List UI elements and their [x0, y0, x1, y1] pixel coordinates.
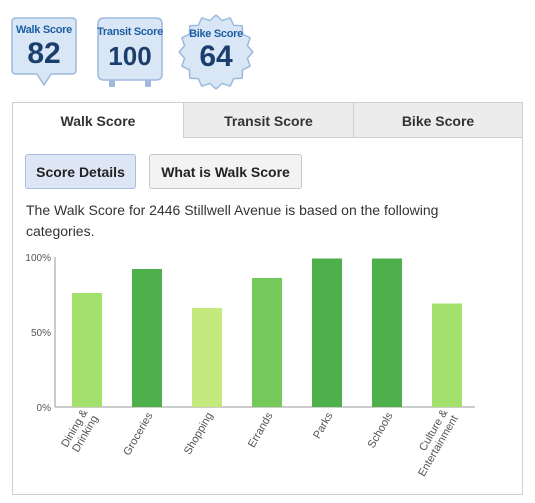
- tab-bike-score[interactable]: Bike Score: [353, 103, 522, 138]
- y-tick-label: 50%: [31, 328, 51, 339]
- walk-score-value: 82: [27, 37, 61, 70]
- tab-walk-score[interactable]: Walk Score: [13, 103, 183, 138]
- walk-score-badge: Walk Score 82: [11, 17, 77, 89]
- bike-score-badge: Bike Score 64: [178, 14, 254, 90]
- what-is-walk-score-button[interactable]: What is Walk Score: [149, 154, 302, 189]
- score-details-button[interactable]: Score Details: [25, 154, 136, 189]
- bar-parks[interactable]: [312, 258, 342, 408]
- transit-score-value: 100: [108, 41, 152, 71]
- y-tick-label: 0%: [37, 403, 52, 414]
- walk-score-label: Walk Score: [16, 24, 72, 36]
- transit-score-badge: Transit Score 100: [97, 17, 163, 89]
- x-tick-label: Culture &Entertainment: [406, 407, 461, 479]
- x-tick-label: Parks: [311, 410, 336, 441]
- tab-bar: Walk Score Transit Score Bike Score: [13, 103, 522, 139]
- bar-schools[interactable]: [372, 258, 402, 408]
- bar-dining-drinking[interactable]: [72, 293, 102, 407]
- score-badges: Walk Score 82 Transit Score 100 Bike Sco…: [0, 0, 535, 95]
- bar-errands[interactable]: [252, 278, 282, 407]
- transit-score-label: Transit Score: [97, 26, 163, 38]
- bar-groceries[interactable]: [132, 269, 162, 407]
- bar-shopping[interactable]: [192, 308, 222, 407]
- x-tick-label: Dining &Drinking: [59, 407, 101, 456]
- bike-score-value: 64: [199, 40, 233, 73]
- tab-transit-score[interactable]: Transit Score: [183, 103, 353, 138]
- x-tick-label: Schools: [366, 410, 396, 450]
- x-tick-label: Errands: [246, 410, 276, 450]
- speech-bubble-icon: [11, 17, 77, 87]
- transit-sign-icon: [97, 17, 163, 87]
- y-tick-label: 100%: [25, 253, 51, 264]
- category-bar-chart: 100% 50% 0% Dining &Drinking Groceries Shoppi…: [25, 253, 475, 479]
- gear-icon: [178, 14, 254, 90]
- score-description: The Walk Score for 2446 Stillwell Avenue…: [26, 202, 439, 239]
- x-tick-label: Shopping: [182, 411, 216, 457]
- bar-culture-entertainment[interactable]: [432, 303, 462, 408]
- score-panel: Walk Score Transit Score Bike Score Scor…: [12, 102, 523, 495]
- x-tick-label: Groceries: [121, 410, 155, 458]
- bike-score-label: Bike Score: [189, 28, 243, 40]
